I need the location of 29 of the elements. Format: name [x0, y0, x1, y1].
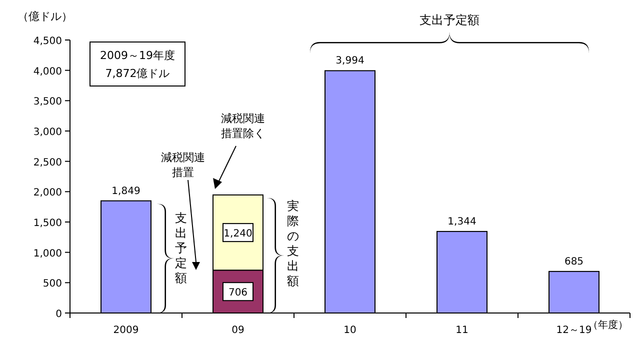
- x-tick-label: 12～19: [556, 325, 592, 336]
- data-label: 1,240: [224, 228, 252, 240]
- x-tick-label: 10: [344, 325, 356, 336]
- y-tick-label: 0: [56, 309, 62, 320]
- data-label: 1,344: [448, 216, 476, 228]
- y-tick-label: 4,000: [33, 66, 62, 78]
- data-label: 706: [228, 288, 248, 299]
- y-tick-label: 2,000: [33, 188, 62, 199]
- annotation: 7,872億ドル: [105, 67, 170, 80]
- annotation: 実際の支出額: [287, 199, 299, 288]
- annotation: 2009～19年度: [100, 49, 175, 62]
- y-tick-label: 2,500: [33, 157, 62, 168]
- y-tick-label: 3,000: [33, 127, 62, 138]
- annotation: 減税関連措置: [161, 151, 205, 179]
- x-tick-label: 11: [456, 325, 468, 336]
- text: 支出予定額: [420, 13, 480, 27]
- x-tick-label: 09: [232, 325, 244, 336]
- y-axis-title: （億ドル）: [18, 10, 72, 23]
- annotation: 支出予定額: [175, 211, 187, 285]
- x-tick-label: 2009: [113, 325, 139, 336]
- data-label: 1,849: [112, 186, 140, 197]
- y-tick-label: 3,500: [33, 96, 62, 108]
- data-label: 3,994: [336, 56, 364, 67]
- data-label: 685: [564, 256, 584, 268]
- y-tick-label: 500: [42, 278, 62, 290]
- y-tick-label: 1,000: [33, 248, 62, 260]
- y-tick-label: 1,500: [33, 218, 62, 229]
- annotation: 減税関連措置除く: [221, 112, 265, 140]
- y-tick-label: 4,500: [33, 36, 62, 47]
